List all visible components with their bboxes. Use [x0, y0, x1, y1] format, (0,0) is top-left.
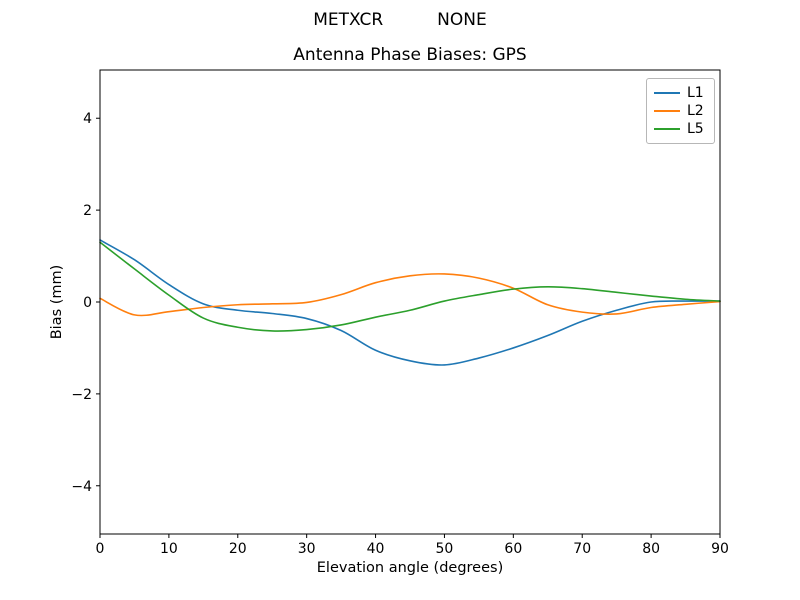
x-tick-label: 10 [160, 541, 178, 557]
x-tick-label: 20 [229, 541, 247, 557]
legend-line-swatch [654, 128, 680, 130]
legend: L1 L2 L5 [646, 78, 715, 144]
legend-item-L1: L1 [654, 84, 706, 102]
y-tick-label: −4 [71, 479, 92, 495]
x-tick-label: 0 [96, 541, 105, 557]
legend-line-swatch [654, 92, 680, 94]
y-tick-label: 2 [83, 203, 92, 219]
y-tick-label: −2 [71, 387, 92, 403]
suptitle: METXCR NONE [0, 10, 800, 30]
x-tick-label: 90 [711, 541, 729, 557]
series-line-L5 [99, 241, 721, 332]
x-tick-label: 50 [436, 541, 454, 557]
series-line-L1 [99, 239, 721, 366]
x-tick-label: 40 [367, 541, 385, 557]
x-axis-label: Elevation angle (degrees) [316, 560, 504, 576]
legend-label: L5 [687, 121, 704, 137]
x-tick-label: 60 [504, 541, 522, 557]
chart-title: Antenna Phase Biases: GPS [293, 45, 527, 65]
y-tick-label: 4 [83, 111, 92, 127]
legend-label: L1 [687, 85, 704, 101]
solution-name: NONE [437, 10, 487, 30]
station-name: METXCR [313, 10, 384, 30]
x-tick-label: 30 [298, 541, 316, 557]
x-tick-label: 70 [573, 541, 591, 557]
y-tick-label: 0 [83, 295, 92, 311]
legend-line-swatch [654, 110, 680, 112]
x-tick-label: 80 [642, 541, 660, 557]
axes-spines [99, 69, 721, 535]
series-line-L2 [99, 273, 721, 317]
legend-label: L2 [687, 103, 704, 119]
legend-item-L2: L2 [654, 102, 706, 120]
legend-item-L5: L5 [654, 120, 706, 138]
y-axis-label: Bias (mm) [49, 264, 65, 340]
